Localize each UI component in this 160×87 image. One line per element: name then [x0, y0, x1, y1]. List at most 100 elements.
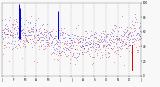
Point [96, 43, 99, 45]
Point [85, 44, 88, 46]
Point [119, 55, 121, 56]
Point [106, 52, 109, 54]
Point [36, 34, 38, 35]
Point [5, 23, 8, 24]
Point [103, 36, 106, 37]
Point [61, 31, 64, 33]
Point [50, 31, 53, 32]
Point [128, 45, 131, 46]
Point [21, 32, 24, 34]
Point [8, 30, 11, 31]
Point [44, 45, 46, 46]
Point [11, 48, 13, 49]
Point [38, 37, 40, 38]
Point [136, 51, 139, 52]
Point [71, 56, 74, 57]
Point [42, 38, 45, 39]
Point [110, 47, 113, 48]
Point [137, 51, 139, 53]
Point [114, 25, 117, 27]
Point [63, 33, 66, 34]
Point [133, 25, 136, 26]
Point [36, 35, 38, 36]
Point [66, 33, 68, 34]
Point [33, 38, 35, 39]
Point [75, 37, 77, 39]
Point [26, 34, 29, 36]
Point [66, 40, 68, 41]
Point [106, 36, 108, 37]
Point [111, 32, 113, 34]
Point [108, 37, 111, 39]
Point [99, 41, 102, 43]
Point [121, 45, 123, 46]
Point [121, 48, 124, 49]
Point [12, 23, 15, 25]
Point [119, 41, 121, 43]
Point [44, 47, 46, 49]
Point [9, 34, 12, 35]
Point [62, 37, 64, 39]
Point [113, 25, 116, 26]
Point [119, 45, 122, 47]
Point [88, 43, 90, 44]
Point [24, 46, 26, 47]
Point [115, 43, 117, 44]
Point [38, 45, 40, 47]
Point [127, 39, 130, 41]
Point [57, 59, 60, 60]
Point [116, 49, 118, 50]
Point [59, 35, 61, 36]
Point [83, 43, 86, 44]
Point [116, 39, 118, 41]
Point [63, 42, 65, 43]
Point [51, 42, 53, 44]
Point [63, 37, 66, 39]
Point [57, 29, 60, 30]
Point [126, 37, 129, 38]
Point [99, 38, 101, 39]
Point [50, 34, 53, 36]
Point [115, 42, 117, 44]
Point [66, 42, 69, 43]
Point [135, 39, 137, 41]
Point [109, 44, 112, 45]
Point [83, 51, 85, 53]
Point [1, 33, 3, 35]
Point [121, 15, 124, 16]
Point [125, 47, 128, 48]
Point [111, 41, 114, 42]
Point [21, 39, 24, 41]
Point [77, 39, 80, 40]
Point [104, 56, 107, 57]
Point [111, 35, 114, 36]
Point [89, 46, 91, 48]
Point [35, 29, 38, 30]
Point [52, 46, 54, 47]
Point [56, 54, 59, 55]
Point [76, 48, 78, 50]
Point [18, 40, 21, 42]
Point [8, 46, 11, 48]
Point [138, 45, 140, 47]
Point [136, 32, 139, 33]
Point [71, 41, 73, 43]
Point [85, 37, 88, 38]
Point [42, 36, 44, 38]
Point [48, 31, 51, 33]
Point [81, 41, 84, 43]
Point [54, 37, 56, 39]
Point [28, 29, 30, 31]
Point [122, 40, 124, 42]
Point [118, 39, 121, 40]
Point [118, 46, 121, 47]
Point [124, 44, 127, 45]
Point [126, 38, 129, 40]
Point [29, 34, 32, 36]
Point [114, 38, 116, 39]
Point [135, 18, 137, 20]
Point [92, 42, 94, 44]
Point [39, 36, 41, 38]
Point [108, 55, 110, 56]
Point [96, 54, 98, 55]
